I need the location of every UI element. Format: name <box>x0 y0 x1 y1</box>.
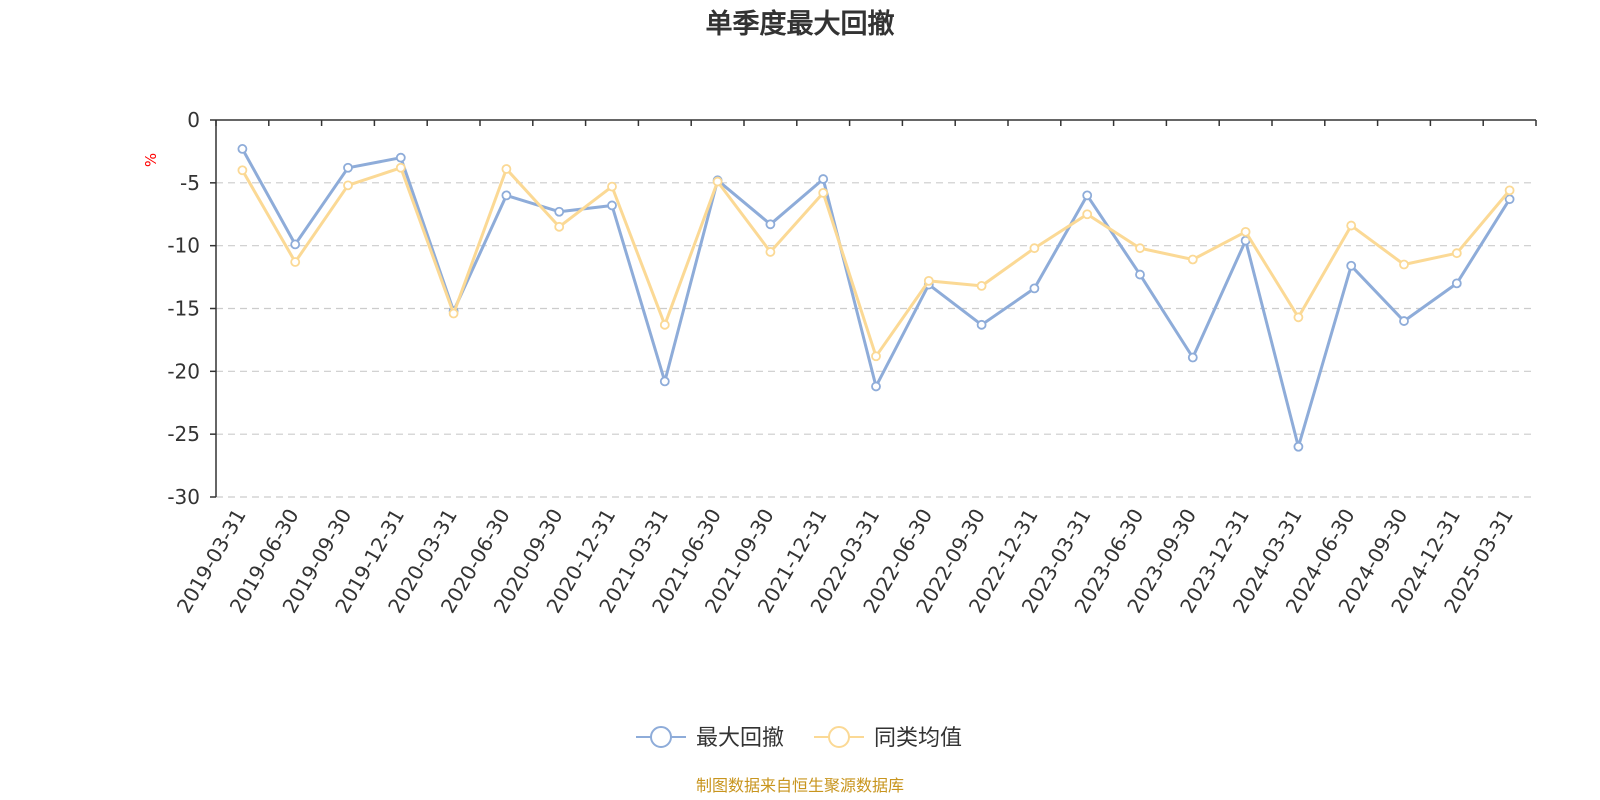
grid-lines <box>216 182 1536 498</box>
data-point[interactable] <box>1346 260 1357 271</box>
legend-item-peer-average[interactable]: 同类均值 <box>814 726 962 751</box>
y-tick-label: -20 <box>167 359 200 383</box>
y-tick-labels: 0 -5 -10 -15 -20 -25 -30 <box>167 108 200 509</box>
data-point[interactable] <box>1293 441 1304 452</box>
data-point[interactable] <box>976 280 987 291</box>
data-point[interactable] <box>501 164 512 174</box>
series-line <box>241 148 1511 449</box>
data-point[interactable] <box>712 176 723 187</box>
y-axis-unit-label: % <box>142 153 160 167</box>
data-point[interactable] <box>1029 243 1040 254</box>
axes <box>210 119 1537 498</box>
data-point[interactable] <box>923 275 934 286</box>
data-point[interactable] <box>765 219 776 230</box>
data-point[interactable] <box>554 221 565 232</box>
series-line <box>241 166 1511 358</box>
y-tick-label: -10 <box>167 234 200 258</box>
data-point[interactable] <box>1293 312 1304 323</box>
data-point[interactable] <box>1082 209 1093 220</box>
data-point[interactable] <box>501 190 512 201</box>
data-point[interactable] <box>1504 185 1515 196</box>
legend-marker-max-drawdown <box>650 726 672 748</box>
legend-label-peer-average: 同类均值 <box>874 726 962 751</box>
data-point[interactable] <box>395 162 406 173</box>
legend-marker-peer-average <box>828 726 850 748</box>
data-point[interactable] <box>1187 352 1198 363</box>
data-source-note: 制图数据来自恒生聚源数据库 <box>696 776 904 795</box>
data-point[interactable] <box>1451 248 1462 259</box>
data-point[interactable] <box>1399 316 1409 326</box>
data-point[interactable] <box>448 308 459 319</box>
legend-label-max-drawdown: 最大回撤 <box>696 726 784 751</box>
data-point[interactable] <box>1029 283 1040 294</box>
data-point[interactable] <box>1135 269 1145 280</box>
y-tick-label: -30 <box>167 485 200 509</box>
data-point[interactable] <box>1399 259 1409 270</box>
data-point[interactable] <box>1135 243 1145 254</box>
data-point[interactable] <box>607 181 617 192</box>
y-tick-label: 0 <box>187 108 200 132</box>
series-lines <box>237 144 1515 452</box>
chart-title: 单季度最大回撤 <box>706 8 895 40</box>
legend-item-max-drawdown[interactable]: 最大回撤 <box>636 726 784 751</box>
series-1 <box>237 162 1515 362</box>
data-point[interactable] <box>871 381 881 392</box>
data-point[interactable] <box>1240 226 1251 237</box>
data-point[interactable] <box>1187 254 1198 265</box>
data-point[interactable] <box>290 257 301 267</box>
data-point[interactable] <box>1346 220 1357 231</box>
legend: 最大回撤 同类均值 <box>636 726 962 751</box>
y-tick-label: -15 <box>167 297 200 321</box>
data-point[interactable] <box>871 351 881 362</box>
data-point[interactable] <box>343 162 353 173</box>
data-point[interactable] <box>290 239 301 250</box>
y-tick-label: -5 <box>180 171 200 195</box>
data-point[interactable] <box>395 152 406 163</box>
data-point[interactable] <box>976 319 987 330</box>
y-tick-label: -25 <box>167 422 200 446</box>
data-point[interactable] <box>343 180 353 191</box>
data-point[interactable] <box>1082 190 1093 201</box>
data-point[interactable] <box>1451 278 1462 289</box>
data-point[interactable] <box>659 376 670 387</box>
data-point[interactable] <box>1504 194 1515 205</box>
data-point[interactable] <box>659 319 670 330</box>
x-tick-labels: 2019-03-312019-06-302019-09-302019-12-31… <box>172 504 1518 617</box>
data-point[interactable] <box>554 206 565 217</box>
data-point[interactable] <box>818 187 829 198</box>
data-point[interactable] <box>607 200 617 211</box>
data-point[interactable] <box>237 165 248 176</box>
data-point[interactable] <box>237 144 248 154</box>
data-point[interactable] <box>818 174 829 184</box>
data-point[interactable] <box>765 247 776 257</box>
series-0 <box>237 144 1515 452</box>
